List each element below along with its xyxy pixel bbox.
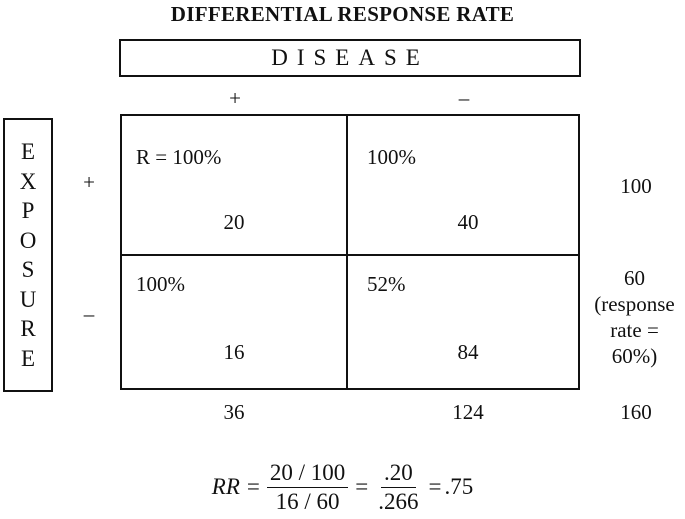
row-sign-positive: + [83, 170, 95, 194]
row-total-exposed: 100 [620, 174, 652, 198]
fraction-denominator: .266 [378, 488, 419, 514]
cell-rate-unexposed-diseased: 100% [136, 272, 185, 296]
column-sign-positive: + [229, 86, 241, 110]
cell-rate-unexposed-nondiseased: 52% [367, 272, 406, 296]
contingency-table [120, 114, 580, 390]
column-total-diseased: 36 [223, 400, 245, 424]
cell-rate-exposed-diseased: R = 100% [136, 145, 222, 169]
cell-count-unexposed-nondiseased: 84 [457, 340, 479, 364]
exposure-header: EXPOSURE [19, 139, 37, 371]
table-column-divider [346, 114, 348, 390]
exposure-header-box: EXPOSURE [3, 118, 53, 392]
diagram-title: DIFFERENTIAL RESPONSE RATE [170, 2, 515, 26]
fraction-numerator: .20 [380, 460, 416, 488]
formula-lhs: RR [211, 474, 240, 499]
fraction-numerator: 20 / 100 [266, 460, 349, 488]
row-total-unexposed: 60 (response rate = 60%) [584, 265, 685, 369]
row-total-unexposed-line: 60%) [611, 344, 658, 368]
disease-header: DISEASE [119, 39, 581, 77]
fraction-rates: 20 / 100 16 / 60 [266, 460, 349, 515]
risk-ratio-formula: RR = 20 / 100 16 / 60 = .20 .266 = .75 [0, 455, 685, 519]
row-total-unexposed-line: rate = [610, 318, 659, 342]
column-total-nondiseased: 124 [452, 400, 484, 424]
cell-count-exposed-diseased: 20 [223, 210, 245, 234]
equals-sign: = [428, 474, 442, 499]
equals-sign: = [246, 474, 260, 499]
cell-count-exposed-nondiseased: 40 [457, 210, 479, 234]
fraction-denominator: 16 / 60 [275, 488, 340, 514]
cell-count-unexposed-diseased: 16 [223, 340, 245, 364]
row-total-unexposed-line: (response [594, 292, 675, 316]
table-row-divider [120, 254, 580, 256]
row-total-unexposed-line: 60 [624, 266, 645, 290]
cell-rate-exposed-nondiseased: 100% [367, 145, 416, 169]
column-sign-negative: – [458, 86, 470, 110]
grand-total: 160 [620, 400, 652, 424]
formula-result: .75 [444, 474, 474, 499]
fraction-decimals: .20 .266 [375, 460, 421, 515]
equals-sign: = [355, 474, 369, 499]
row-sign-negative: – [83, 302, 95, 326]
